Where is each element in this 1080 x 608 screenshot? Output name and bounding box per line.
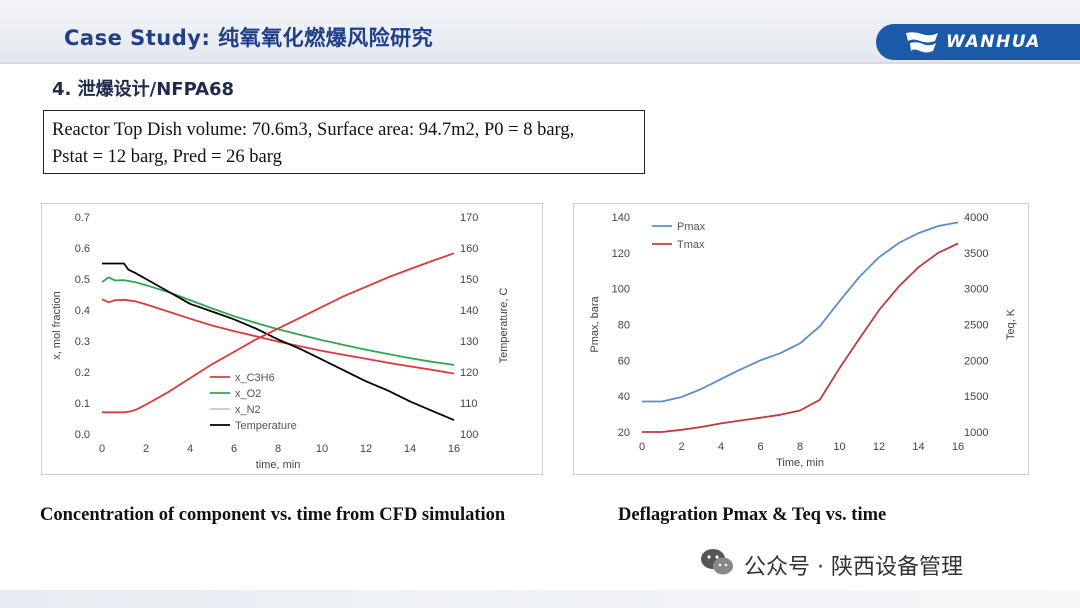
concentration-chart-frame: 0 2 4 6 8 10 12 14 16 0.0 0.1 0.2 0.3 0.4 0.5 0.6 0.7 100… [41,203,543,475]
x-axis-label: Time, min [776,457,824,469]
y2-tick-label: 110 [460,398,478,410]
deflagration-chart-caption: Deflagration Pmax & Teq vs. time [618,505,887,525]
y2-tick-label: 3500 [964,248,988,260]
y2-tick-label: 1500 [964,391,988,403]
y-tick-label: 120 [612,248,630,260]
deflagration-chart-frame: 0 2 4 6 8 10 12 14 16 20 40 60 80 100 120 140 1000 1500 20… [573,203,1029,475]
y-tick-label: 0.0 [75,429,90,441]
legend-label: x_O2 [235,388,261,400]
series-line-tmax [642,242,959,433]
y2-tick-label: 150 [460,274,478,286]
y-tick-label: 0.3 [75,336,90,348]
x-tick-label: 4 [187,443,193,455]
wanhua-logo-icon [904,29,940,59]
y2-axis-label: Temperature, C [498,288,510,364]
y2-tick-label: 160 [460,243,478,255]
series-line-t-rise [102,252,455,414]
deflagration-chart: 0 2 4 6 8 10 12 14 16 20 40 60 80 100 120 140 1000 1500 20… [589,212,1017,469]
x-tick-label: 4 [718,441,724,453]
reactor-parameters-line-2: Pstat = 12 barg, Pred = 26 barg [52,147,282,167]
concentration-chart: 0 2 4 6 8 10 12 14 16 0.0 0.1 0.2 0.3 0.4 0.5 0.6 0.7 100… [51,212,510,471]
reactor-parameters-box: Reactor Top Dish volume: 70.6m3, Surface… [43,110,645,174]
x-tick-label: 0 [639,441,645,453]
company-logo: WANHUA [876,24,1080,60]
y2-tick-label: 120 [460,367,478,379]
page-title: Case Study: 纯氧氧化燃爆风险研究 [64,26,434,50]
y-tick-label: 100 [612,284,630,296]
watermark: 公众号 · 陕西设备管理 [700,548,963,582]
y-tick-label: 0.7 [75,212,90,224]
y-tick-label: 20 [618,427,630,439]
x-tick-label: 0 [99,443,105,455]
x-tick-label: 12 [873,441,885,453]
reactor-parameters-line-1: Reactor Top Dish volume: 70.6m3, Surface… [52,120,575,140]
x-tick-label: 14 [912,441,924,453]
header-divider [0,62,1080,64]
y2-tick-label: 2500 [964,320,988,332]
y-axis-label: x, mol fraction [51,291,63,359]
series-line-x-c3h6 [101,298,455,375]
y2-tick-label: 170 [460,212,478,224]
legend-label: x_N2 [235,404,261,416]
series-line-temperature [102,262,455,421]
x-axis-label: time, min [256,459,301,471]
legend-label: Tmax [677,239,705,251]
x-tick-label: 10 [316,443,328,455]
series-line-pmax [642,221,959,403]
x-tick-label: 6 [231,443,237,455]
y2-axis-label: Teq, K [1005,308,1017,340]
y-axis-label: Pmax, bara [589,295,601,352]
x-tick-label: 16 [448,443,460,455]
footer-band [0,590,1080,608]
y2-tick-label: 130 [460,336,478,348]
y2-tick-label: 2000 [964,355,988,367]
x-tick-label: 2 [678,441,684,453]
x-tick-label: 6 [757,441,763,453]
y2-tick-label: 140 [460,305,478,317]
y2-tick-label: 1000 [964,427,988,439]
legend-label: x_C3H6 [235,372,275,384]
series-line-x-o2 [101,276,455,366]
y-tick-label: 0.5 [75,274,90,286]
y2-tick-label: 3000 [964,284,988,296]
x-tick-label: 8 [275,443,281,455]
logo-text: WANHUA [946,32,1041,52]
x-tick-label: 16 [952,441,964,453]
legend-label: Temperature [235,420,297,432]
watermark-text: 公众号 · 陕西设备管理 [744,555,963,580]
y-tick-label: 40 [618,391,630,403]
y-tick-label: 0.2 [75,367,90,379]
y-tick-label: 0.4 [75,305,90,317]
x-tick-label: 8 [797,441,803,453]
wechat-icon [700,548,734,582]
x-tick-label: 12 [360,443,372,455]
x-tick-label: 14 [404,443,416,455]
y-tick-label: 60 [618,355,630,367]
section-title: 4. 泄爆设计/NFPA68 [52,79,235,100]
legend-label: Pmax [677,221,706,233]
y-tick-label: 140 [612,212,630,224]
x-tick-label: 10 [833,441,845,453]
y2-tick-label: 100 [460,429,478,441]
x-tick-label: 2 [143,443,149,455]
y-tick-label: 0.1 [75,398,90,410]
concentration-chart-caption: Concentration of component vs. time from… [40,505,506,525]
y-tick-label: 0.6 [75,243,90,255]
y-tick-label: 80 [618,320,630,332]
y2-tick-label: 4000 [964,212,988,224]
